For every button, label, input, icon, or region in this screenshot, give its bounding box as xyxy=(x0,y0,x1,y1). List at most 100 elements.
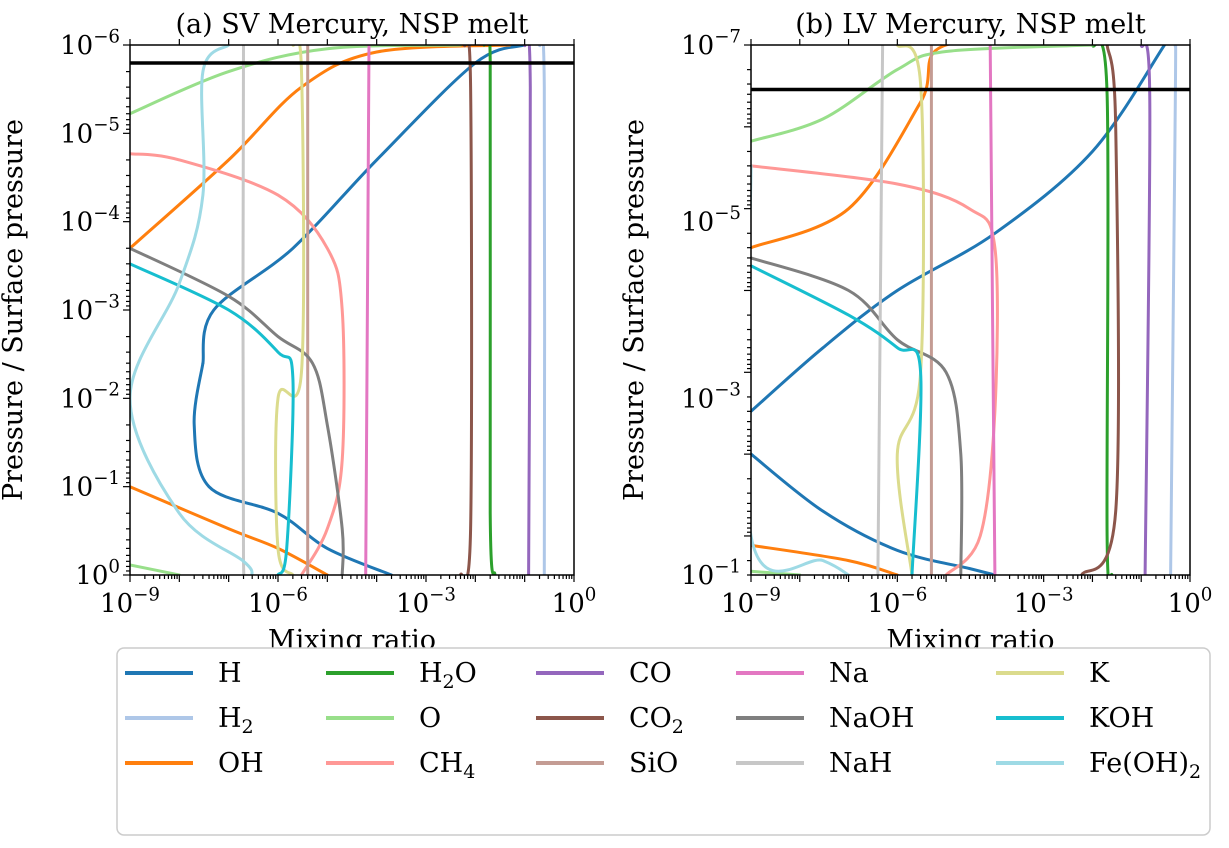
legend-label: KOH xyxy=(1089,703,1154,734)
y-tick-label: 10−2 xyxy=(60,380,120,415)
series-line-ch4-8 xyxy=(130,152,346,575)
y-tick-label-exp: −7 xyxy=(714,26,741,47)
legend-label-base: CO xyxy=(629,703,672,734)
series-line-nah-14 xyxy=(241,45,254,575)
x-tick-label: 100 xyxy=(552,584,597,619)
x-tick-label-exp: −9 xyxy=(133,584,160,605)
x-tick-label: 10−3 xyxy=(1014,584,1074,619)
y-axis-label: Pressure / Surface pressure xyxy=(0,119,29,501)
x-tick-label-exp: −6 xyxy=(281,584,308,605)
legend-item-h2: H2 xyxy=(125,703,254,738)
legend-label-base: KOH xyxy=(1089,703,1154,734)
legend-label-base: NaH xyxy=(829,748,892,779)
legend-label: Fe(OH)2 xyxy=(1089,748,1201,783)
y-tick-label-exp: −5 xyxy=(93,115,120,136)
series-line-h2o-5 xyxy=(482,45,497,575)
y-tick-label-exp: −5 xyxy=(714,203,741,224)
x-tick-label-base: 10 xyxy=(396,589,429,619)
x-tick-label-exp: 0 xyxy=(585,584,597,605)
legend-item-koh: KOH xyxy=(996,703,1154,734)
legend-label: CO2 xyxy=(629,703,684,738)
legend-label-base: H xyxy=(419,658,443,689)
series-line-co2-10 xyxy=(1080,45,1121,575)
legend-item-sio: SiO xyxy=(536,748,678,779)
series-line-h-0 xyxy=(201,45,527,365)
legend-label-sub: 4 xyxy=(463,761,475,783)
x-tick-labels: 10−9 10−6 10−3 100 xyxy=(100,584,596,619)
y-tick-label-base: 10 xyxy=(75,561,108,591)
y-tick-label: 10−1 xyxy=(60,468,120,503)
y-tick-label-exp: −4 xyxy=(93,203,120,224)
legend-item-o: O xyxy=(326,703,441,734)
series-line-co2-10 xyxy=(459,45,474,575)
series-line-oh-3 xyxy=(130,45,512,250)
y-tick-label: 10−5 xyxy=(60,115,120,150)
y-tick-label: 10−7 xyxy=(681,26,741,61)
y-tick-label: 10−4 xyxy=(60,203,120,238)
legend-label: NaOH xyxy=(829,703,914,734)
legend-item-h: H xyxy=(125,658,242,689)
series-line-h-1 xyxy=(192,361,393,575)
legend-label-base: NaOH xyxy=(829,703,914,734)
legend-label-sub: 2 xyxy=(672,716,684,738)
y-tick-label: 10−6 xyxy=(60,26,120,61)
plot-frame xyxy=(750,44,1191,576)
series-lines xyxy=(130,45,547,575)
legend-label-base: Fe(OH) xyxy=(1089,748,1189,779)
legend-label-sub: 2 xyxy=(242,716,254,738)
legend-label-base: Na xyxy=(829,658,869,689)
x-tick-label-exp: 0 xyxy=(1201,584,1213,605)
x-tick-label: 100 xyxy=(1168,584,1213,619)
x-tick-label: 10−3 xyxy=(396,584,456,619)
legend-label: H2O xyxy=(419,658,477,693)
legend-label-sub: 2 xyxy=(443,671,455,693)
series-line-koh-16 xyxy=(130,262,295,575)
series-line-o-7 xyxy=(130,563,181,575)
x-tick-label-base: 10 xyxy=(721,589,754,619)
axis-ticks xyxy=(123,39,575,582)
y-tick-label-base: 10 xyxy=(681,561,714,591)
legend-label: Na xyxy=(829,658,869,689)
series-line-k-15 xyxy=(274,45,306,575)
panel-title: (b) LV Mercury, NSP melt xyxy=(795,9,1146,40)
legend-label: SiO xyxy=(629,748,678,779)
x-tick-label: 10−6 xyxy=(248,584,308,619)
legend-label: O xyxy=(419,703,441,734)
panel-a: 10−9 10−6 10−3 10010010−110−210−310−410−510… xyxy=(0,9,596,656)
y-tick-label-base: 10 xyxy=(681,208,714,238)
x-tick-label-exp: −9 xyxy=(754,584,781,605)
legend-label-base: H xyxy=(218,658,242,689)
legend-label-post: O xyxy=(455,658,477,689)
legend-item-naoh: NaOH xyxy=(736,703,914,734)
series-line-h2o-5 xyxy=(1090,45,1114,575)
legend-label: K xyxy=(1089,658,1110,689)
panels: 10−9 10−6 10−3 10010010−110−210−310−410−510… xyxy=(0,9,1212,656)
series-line-co-9 xyxy=(1139,45,1152,575)
legend-item-k: K xyxy=(996,658,1110,689)
x-tick-labels: 10−9 10−6 10−3 100 xyxy=(721,584,1212,619)
y-tick-label-exp: −1 xyxy=(93,468,120,489)
series-line-o-6 xyxy=(751,45,1094,143)
x-tick-label: 10−9 xyxy=(100,584,160,619)
x-tick-label-base: 10 xyxy=(248,589,281,619)
legend-label-base: O xyxy=(419,703,441,734)
y-tick-labels: 10−110−310−510−7 xyxy=(681,26,741,591)
y-tick-label-base: 10 xyxy=(60,208,93,238)
y-tick-label: 10−5 xyxy=(681,203,741,238)
legend-label: CO xyxy=(629,658,672,689)
legend-label-base: CO xyxy=(629,658,672,689)
y-tick-label-exp: −3 xyxy=(714,380,741,401)
y-tick-label-base: 10 xyxy=(60,296,93,326)
legend-label: H2 xyxy=(218,703,254,738)
legend-frame xyxy=(116,647,1211,836)
legend-item-ch4: CH4 xyxy=(326,748,475,783)
y-tick-label-exp: −1 xyxy=(714,556,741,577)
y-tick-label: 10−1 xyxy=(681,556,741,591)
y-tick-label-exp: −3 xyxy=(93,291,120,312)
y-tick-label-base: 10 xyxy=(60,473,93,503)
y-tick-label-base: 10 xyxy=(60,31,93,61)
legend-label: NaH xyxy=(829,748,892,779)
